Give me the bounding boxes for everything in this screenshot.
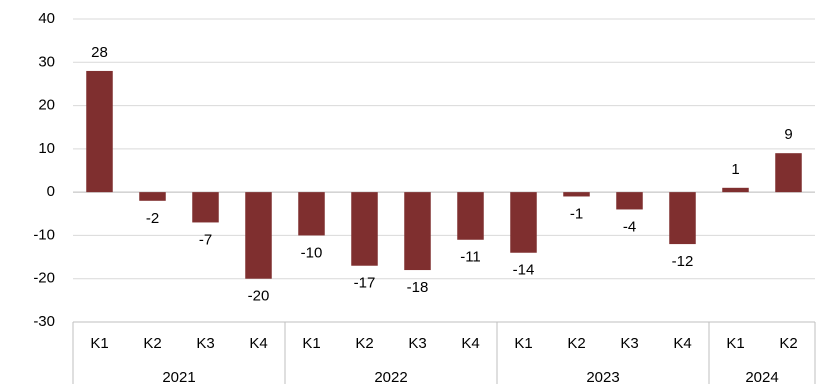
y-tick-label: -30 [33, 313, 55, 330]
x-tick-label: K1 [90, 335, 108, 352]
data-label: -4 [623, 218, 636, 235]
x-tick-label: K3 [196, 335, 214, 352]
x-tick-label: K1 [514, 335, 532, 352]
data-label: 28 [91, 44, 108, 61]
data-label: -12 [672, 253, 694, 270]
bar [298, 192, 325, 236]
bar [722, 187, 749, 193]
bar [404, 192, 431, 271]
x-tick-label: K1 [726, 335, 744, 352]
group-label: 2023 [586, 369, 619, 384]
data-label: -2 [146, 210, 159, 227]
bar [669, 192, 696, 245]
data-label: -10 [301, 244, 323, 261]
y-tick-label: -10 [33, 226, 55, 243]
data-label: -1 [570, 205, 583, 222]
bar [457, 192, 484, 240]
bar [775, 153, 802, 193]
group-label: 2022 [374, 369, 407, 384]
bar [616, 192, 643, 210]
bar [563, 192, 590, 197]
data-label: -17 [354, 275, 376, 292]
x-tick-label: K2 [779, 335, 797, 352]
y-tick-label: 40 [38, 10, 55, 27]
data-label: 9 [784, 126, 792, 143]
data-label: -14 [513, 262, 535, 279]
x-tick-label: K3 [408, 335, 426, 352]
group-label: 2021 [162, 369, 195, 384]
y-tick-label: 10 [38, 140, 55, 157]
y-tick-label: -20 [33, 270, 55, 287]
y-tick-label: 0 [47, 183, 55, 200]
bar [86, 70, 113, 193]
x-tick-label: K4 [461, 335, 479, 352]
bar [245, 192, 272, 279]
bar [510, 192, 537, 253]
x-tick-label: K4 [673, 335, 691, 352]
data-label: -11 [460, 249, 481, 266]
x-tick-label: K2 [143, 335, 161, 352]
x-tick-label: K1 [302, 335, 320, 352]
x-tick-label: K2 [355, 335, 373, 352]
x-tick-label: K3 [620, 335, 638, 352]
y-tick-label: 20 [38, 97, 55, 114]
bar [139, 192, 166, 201]
bar [192, 192, 219, 223]
data-label: -18 [407, 279, 429, 296]
data-label: -20 [248, 288, 270, 305]
data-label: 1 [731, 161, 739, 178]
data-label: -7 [199, 231, 212, 248]
bar [351, 192, 378, 266]
x-tick-label: K4 [249, 335, 267, 352]
group-label: 2024 [745, 369, 778, 384]
x-tick-label: K2 [567, 335, 585, 352]
y-tick-label: 30 [38, 53, 55, 70]
